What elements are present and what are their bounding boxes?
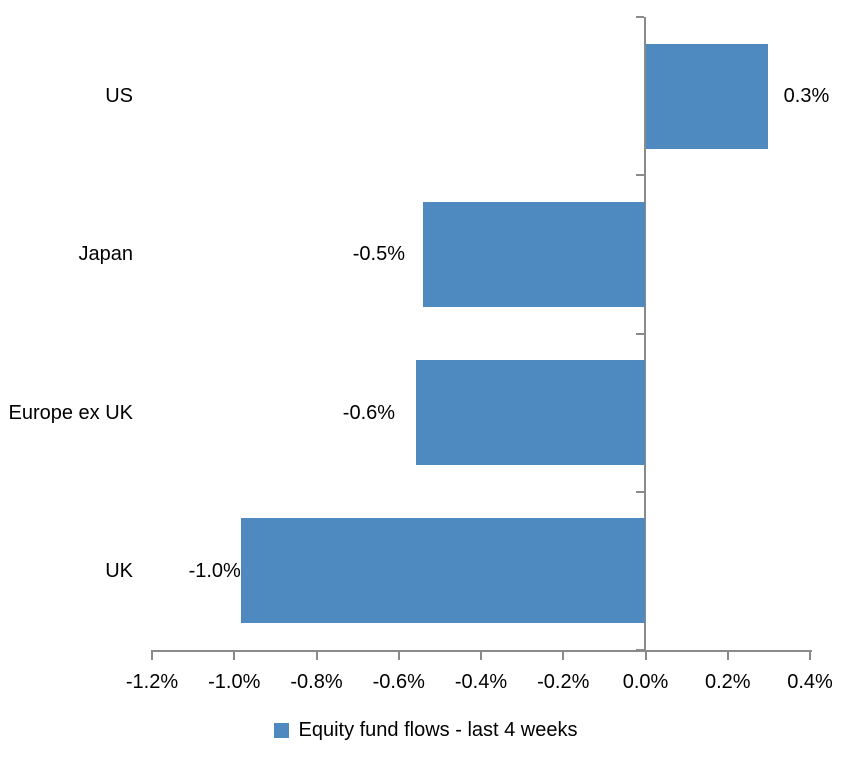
data-label: -0.5% <box>352 243 406 266</box>
category-label: US <box>105 85 133 108</box>
x-tick-label: -0.2% <box>537 671 590 693</box>
category-label: Europe ex UK <box>8 401 133 424</box>
y-axis-tick <box>635 174 644 177</box>
x-tick-label: -1.2% <box>125 671 179 693</box>
y-axis-tick <box>635 490 644 493</box>
x-tick-label: -0.8% <box>290 671 343 693</box>
x-axis-tick <box>809 652 811 660</box>
x-tick-label: 0.2% <box>704 671 751 693</box>
x-axis-tick <box>644 652 647 660</box>
x-tick-label: 0.0% <box>622 671 669 693</box>
x-tick-label: -0.6% <box>372 671 425 693</box>
x-axis-tick <box>233 652 236 660</box>
legend: Equity fund flows - last 4 weeks <box>0 717 852 743</box>
x-axis-tick <box>397 652 400 660</box>
y-axis-tick <box>635 16 644 18</box>
x-axis-tick <box>480 652 482 660</box>
bar <box>423 201 646 307</box>
x-axis-tick <box>562 652 565 660</box>
x-tick-label: -0.4% <box>454 671 508 693</box>
bar <box>416 360 646 466</box>
legend-swatch-icon <box>274 722 290 738</box>
bar <box>645 43 768 149</box>
bar <box>240 518 646 624</box>
x-tick-label: -1.0% <box>208 671 261 693</box>
y-axis-tick <box>635 332 644 335</box>
y-axis-tick <box>635 649 644 651</box>
category-label: Japan <box>78 243 134 266</box>
data-label: -1.0% <box>188 559 241 582</box>
legend-label: Equity fund flows - last 4 weeks <box>298 719 578 741</box>
data-label: 0.3% <box>783 85 830 108</box>
x-axis-tick <box>151 652 153 660</box>
x-axis <box>151 650 812 652</box>
x-tick-label: 0.4% <box>787 671 833 693</box>
data-label: -0.6% <box>342 401 396 424</box>
y-axis <box>643 17 646 652</box>
category-label: UK <box>105 559 133 582</box>
x-axis-tick <box>726 652 729 660</box>
x-axis-tick <box>315 652 318 660</box>
